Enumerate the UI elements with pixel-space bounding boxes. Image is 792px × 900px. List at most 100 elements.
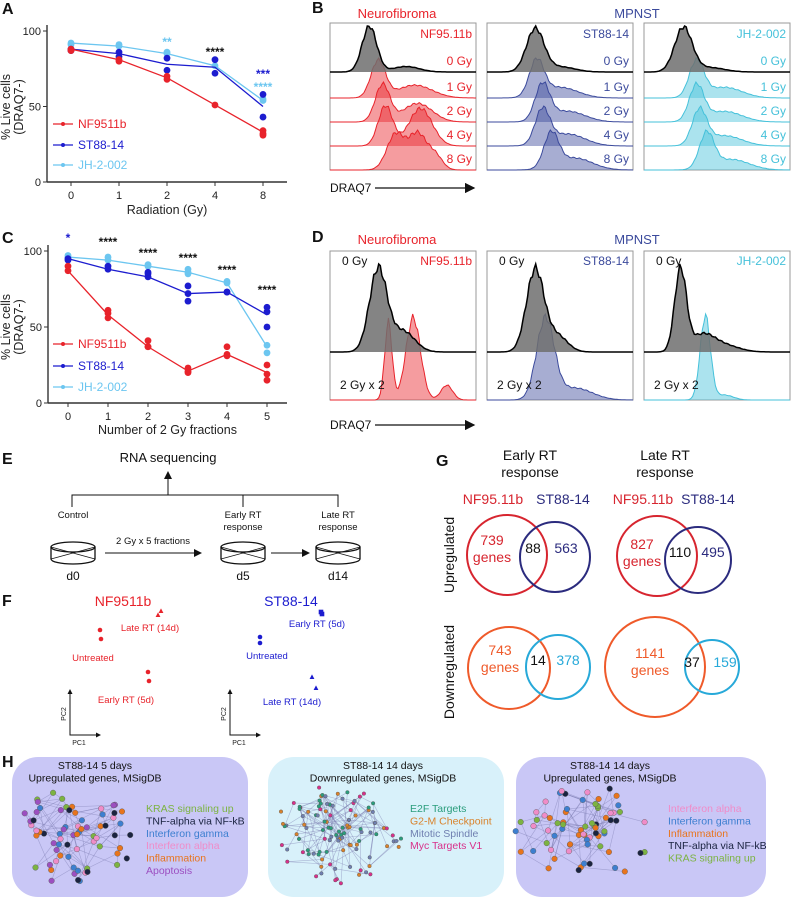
pca-point: [97, 627, 103, 633]
network-edge: [372, 811, 388, 847]
network-node: [305, 848, 310, 853]
panel-letter-g: G: [436, 453, 448, 470]
data-point-NF9511b: [184, 369, 192, 376]
network-legend-label: Myc Targets V1: [410, 840, 482, 852]
network-edge: [37, 799, 67, 808]
network-edge: [30, 821, 64, 830]
network-node: [368, 872, 373, 877]
network-node: [285, 859, 290, 864]
network-node: [65, 853, 72, 860]
network-nodes: [21, 789, 134, 885]
pc-axes: [229, 692, 258, 736]
network-node: [316, 852, 321, 857]
data-point-ST88-14: [259, 113, 267, 121]
network-node: [372, 820, 377, 825]
legend-label: ST88-14: [78, 138, 124, 152]
network-node: [367, 855, 372, 860]
network-node: [70, 864, 77, 871]
y-tick-label: 100: [23, 26, 41, 38]
set-label-st: ST88-14: [536, 491, 590, 507]
network-node: [114, 850, 121, 857]
axis-label-draq7: DRAQ7: [330, 181, 372, 195]
network-node: [370, 809, 375, 814]
histogram-box-JH-2-002: 8 Gy 4 Gy 2 Gy 1 Gy 0 Gy JH-2-002: [643, 22, 791, 171]
network-legend-label: TNF-alpha via NF-kB: [668, 840, 767, 852]
network-node: [117, 820, 124, 827]
x-tick-label: 4: [224, 411, 230, 423]
significance-stars: ****: [139, 246, 158, 260]
network-node: [111, 810, 118, 817]
network-node: [316, 804, 321, 809]
network-node: [390, 833, 395, 838]
network-node: [279, 809, 284, 814]
network-node: [564, 806, 571, 813]
x-axis-label: Number of 2 Gy fractions: [98, 423, 237, 437]
network-node: [347, 818, 352, 823]
group-label-neurofibroma: Neurofibroma: [358, 6, 438, 21]
data-point-ST88-14: [263, 308, 271, 316]
network-node: [613, 817, 620, 824]
network-edge: [99, 823, 121, 847]
network-edge: [340, 850, 344, 884]
network-title: ST88-14 14 days: [570, 760, 650, 772]
network-legend-label: Mitotic Spindle: [410, 828, 478, 840]
venn-circle-a: [604, 616, 706, 718]
column-header: Late RT: [640, 447, 690, 463]
set-label-st: ST88-14: [681, 491, 735, 507]
network-edge: [609, 788, 614, 813]
network-node: [53, 858, 60, 865]
network-node: [533, 816, 540, 823]
data-point-ST88-14: [223, 288, 231, 296]
network-node: [315, 813, 320, 818]
network-edge: [284, 825, 325, 840]
network-node: [546, 815, 553, 822]
network-node: [325, 802, 330, 807]
panel-letter-d: D: [312, 229, 324, 246]
legend-label: JH-2-002: [78, 158, 128, 172]
pca-title: NF9511b: [95, 593, 152, 609]
network-edge: [299, 808, 332, 829]
dose-label: 8 Gy: [447, 152, 472, 166]
x-tick-label: 4: [212, 190, 218, 202]
network-node: [565, 848, 572, 855]
significance-stars: ****: [179, 251, 198, 265]
venn-circle-a: [616, 515, 698, 597]
histogram-2 Gy: [487, 81, 633, 123]
network-node: [394, 839, 399, 844]
y-axis-label: (DRAQ7-): [12, 79, 26, 135]
network-node: [319, 871, 324, 876]
network-node: [399, 836, 404, 841]
data-point-ST88-14: [184, 282, 192, 290]
network-node: [96, 843, 103, 850]
network-node: [613, 792, 620, 799]
genes-label: genes: [631, 662, 669, 678]
column-header: response: [636, 464, 694, 480]
network-edge: [566, 805, 598, 810]
data-point-NF9511b: [115, 57, 123, 65]
data-point-ST88-14: [211, 69, 219, 77]
network-edge: [595, 819, 611, 834]
network-node: [334, 833, 339, 838]
network-node: [512, 828, 519, 835]
network-node: [48, 867, 55, 874]
network-edge: [349, 826, 387, 829]
pca-point: [257, 634, 263, 640]
data-point-NF9511b: [67, 47, 75, 55]
network-edge: [307, 827, 329, 851]
network-node: [581, 860, 588, 867]
significance-stars: **: [162, 35, 172, 49]
y-tick-label: 50: [29, 102, 41, 114]
network-node: [579, 796, 586, 803]
legend-marker: [61, 143, 65, 147]
network-edge: [99, 846, 121, 849]
network-node: [46, 861, 53, 868]
network-edge: [284, 802, 295, 827]
network-edge: [69, 810, 78, 850]
histogram-treated: [644, 312, 790, 401]
dose-label: 1 Gy: [604, 80, 629, 94]
network-node: [279, 843, 284, 848]
overlap-count: 110: [669, 544, 692, 560]
network-edge: [325, 795, 348, 826]
network-title: Downregulated genes, MSigDB: [310, 773, 457, 785]
